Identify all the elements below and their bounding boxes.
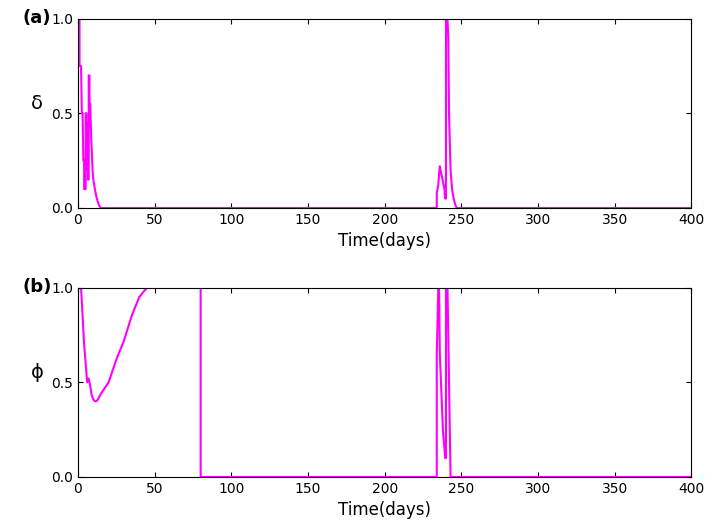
Y-axis label: δ: δ xyxy=(31,94,43,113)
X-axis label: Time(days): Time(days) xyxy=(338,233,431,250)
Text: (b): (b) xyxy=(23,278,52,296)
X-axis label: Time(days): Time(days) xyxy=(338,501,431,519)
Text: (a): (a) xyxy=(23,9,51,27)
Y-axis label: ϕ: ϕ xyxy=(30,363,44,382)
